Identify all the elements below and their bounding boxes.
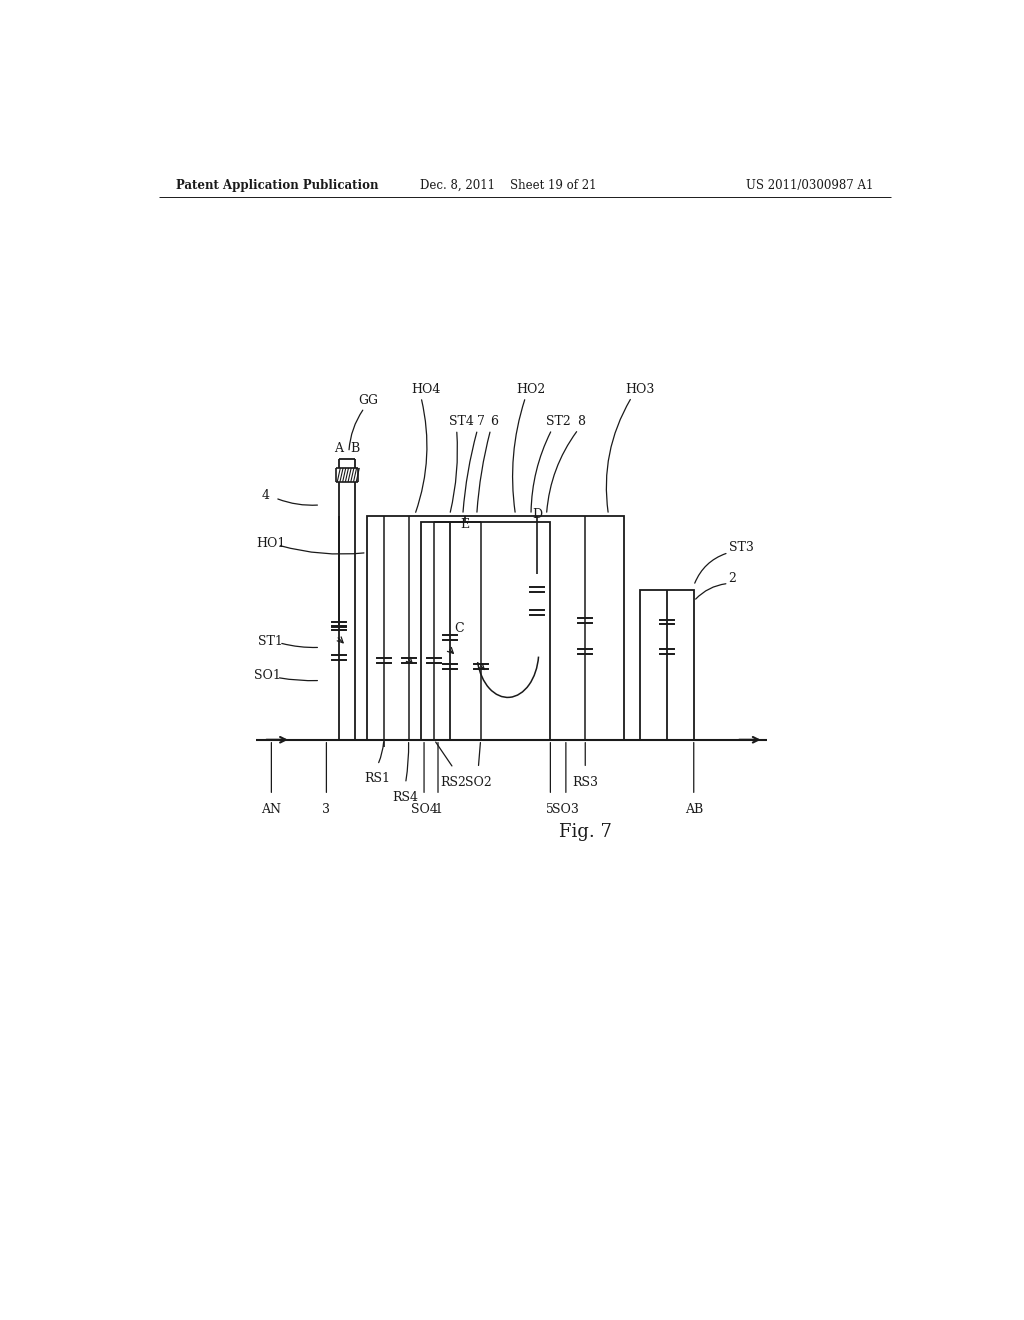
Text: Dec. 8, 2011    Sheet 19 of 21: Dec. 8, 2011 Sheet 19 of 21 bbox=[420, 178, 596, 191]
Bar bbox=[421, 521, 550, 739]
Bar bbox=[367, 516, 624, 739]
Text: B: B bbox=[350, 442, 359, 455]
Text: C: C bbox=[454, 622, 464, 635]
Text: RS4: RS4 bbox=[392, 791, 419, 804]
Text: US 2011/0300987 A1: US 2011/0300987 A1 bbox=[746, 178, 873, 191]
Text: AN: AN bbox=[261, 803, 282, 816]
Text: SO3: SO3 bbox=[552, 803, 580, 816]
Text: D: D bbox=[532, 508, 543, 520]
Text: 8: 8 bbox=[578, 416, 586, 428]
Text: HO2: HO2 bbox=[516, 383, 546, 396]
Text: Patent Application Publication: Patent Application Publication bbox=[176, 178, 379, 191]
Text: 5: 5 bbox=[547, 803, 554, 816]
Text: AB: AB bbox=[685, 803, 702, 816]
Text: HO3: HO3 bbox=[625, 383, 654, 396]
Text: 4: 4 bbox=[261, 490, 269, 502]
Text: SO4: SO4 bbox=[411, 803, 437, 816]
Text: ST3: ST3 bbox=[729, 541, 754, 554]
Text: A: A bbox=[334, 442, 343, 455]
Text: ST1: ST1 bbox=[258, 635, 283, 648]
Text: ST2: ST2 bbox=[546, 416, 570, 428]
Text: SO1: SO1 bbox=[254, 669, 281, 682]
Text: 6: 6 bbox=[489, 416, 498, 428]
Bar bbox=[640, 590, 693, 739]
Text: 7: 7 bbox=[477, 416, 484, 428]
Text: 1: 1 bbox=[434, 803, 442, 816]
Text: RS3: RS3 bbox=[572, 776, 598, 788]
Text: RS2: RS2 bbox=[440, 776, 467, 788]
Text: SO2: SO2 bbox=[465, 776, 492, 788]
Text: ST4: ST4 bbox=[449, 416, 474, 428]
Text: HO4: HO4 bbox=[412, 383, 441, 396]
Text: GG: GG bbox=[358, 395, 378, 408]
Text: RS1: RS1 bbox=[365, 772, 390, 785]
Text: E: E bbox=[461, 517, 470, 531]
Text: 2: 2 bbox=[729, 572, 736, 585]
Text: Fig. 7: Fig. 7 bbox=[559, 824, 611, 841]
Text: 3: 3 bbox=[323, 803, 331, 816]
Text: HO1: HO1 bbox=[256, 537, 286, 550]
